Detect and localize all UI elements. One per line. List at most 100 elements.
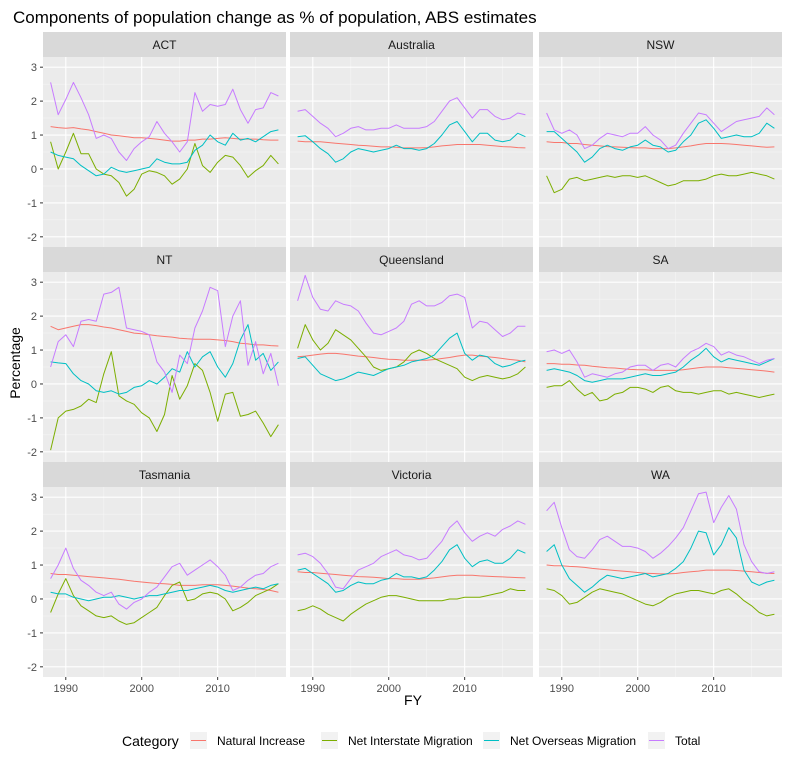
series-line-natural-increase-act (50, 126, 279, 142)
panel-australia: Australia (290, 32, 533, 247)
y-tick-label: -2 (27, 662, 37, 674)
strip-label-wa: WA (651, 468, 670, 482)
x-tick-label: 1990 (54, 683, 78, 695)
series-line-net-interstate-migration-wa (546, 588, 775, 617)
series-line-total-sa (546, 342, 775, 378)
series-line-net-overseas-migration-sa (546, 347, 775, 383)
strip-label-australia: Australia (388, 38, 435, 52)
legend-label: Natural Increase (217, 734, 305, 748)
strip-label-victoria: Victoria (392, 468, 432, 482)
strip-label-tasmania: Tasmania (139, 468, 191, 482)
series-line-natural-increase-nt (50, 324, 279, 347)
series-line-net-overseas-migration-tasmania (50, 583, 279, 602)
x-tick-label: 2010 (205, 683, 229, 695)
strip-wa (539, 462, 782, 487)
strip-label-queensland: Queensland (379, 253, 444, 267)
y-tick-label: 3 (31, 62, 37, 74)
series-line-natural-increase-australia (297, 140, 526, 149)
y-tick-label: 2 (31, 526, 37, 538)
series-line-natural-increase-nsw (546, 141, 775, 150)
series-line-net-interstate-migration-nsw (546, 171, 775, 194)
y-tick-label: -2 (27, 232, 37, 244)
series-line-net-overseas-migration-nsw (546, 119, 775, 163)
panel-wa: WA 1990 2000 2010 (539, 462, 782, 695)
series-line-total-nsw (546, 107, 775, 150)
legend-label: Net Interstate Migration (348, 734, 473, 748)
series-line-net-overseas-migration-wa (546, 527, 775, 593)
legend-entry-net-overseas-migration: Net Overseas Migration (483, 732, 636, 749)
strip-sa (539, 247, 782, 272)
y-tick-label: 2 (31, 96, 37, 108)
series-line-natural-increase-victoria (297, 571, 526, 580)
legend-title: Category (122, 733, 179, 749)
y-tick-label: 0 (31, 164, 37, 176)
strip-nt (43, 247, 286, 272)
panel-nsw: NSW (539, 32, 782, 247)
y-tick-label: 1 (31, 130, 37, 142)
series-line-total-nt (50, 286, 279, 393)
legend-entry-total: Total (648, 732, 700, 749)
y-tick-label: 0 (31, 594, 37, 606)
x-tick-label: 2000 (376, 683, 400, 695)
legend-label: Net Overseas Migration (510, 734, 636, 748)
x-tick-label: 2000 (129, 683, 153, 695)
legend-entry-net-interstate-migration: Net Interstate Migration (321, 732, 473, 749)
strip-victoria (290, 462, 533, 487)
series-line-total-act (50, 81, 279, 161)
panel-victoria: Victoria 1990 2000 2010 (290, 462, 533, 695)
series-line-net-interstate-migration-queensland (297, 324, 526, 382)
x-tick-label: 1990 (301, 683, 325, 695)
panel-nt: NT -2 -1 0 1 2 3 (27, 247, 286, 462)
strip-label-sa: SA (652, 253, 668, 267)
series-line-net-overseas-migration-australia (297, 121, 526, 163)
y-tick-label: 0 (31, 379, 37, 391)
x-tick-label: 1990 (550, 683, 574, 695)
strip-label-nsw: NSW (647, 38, 676, 52)
y-tick-label: 1 (31, 560, 37, 572)
legend-entry-natural-increase: Natural Increase (190, 732, 305, 749)
y-tick-label: -1 (27, 198, 37, 210)
series-line-total-australia (297, 97, 526, 138)
series-line-net-overseas-migration-queensland (297, 332, 526, 382)
series-line-natural-increase-sa (546, 363, 775, 373)
series-line-total-wa (546, 491, 775, 574)
series-line-net-overseas-migration-victoria (297, 544, 526, 593)
series-line-total-queensland (297, 274, 526, 337)
y-tick-label: -1 (27, 628, 37, 640)
y-tick-label: 3 (31, 492, 37, 504)
series-line-net-interstate-migration-victoria (297, 588, 526, 622)
strip-label-nt: NT (157, 253, 174, 267)
strip-act (43, 32, 286, 57)
x-axis-title: FY (404, 692, 423, 708)
x-tick-label: 2000 (625, 683, 649, 695)
panel-queensland: Queensland (290, 247, 533, 462)
series-line-total-tasmania (50, 547, 279, 610)
facet-panels: ACT -2 -1 0 1 2 3 Australia NSW NT -2 -1 0 1 2 3 Queensl… (27, 32, 782, 695)
panel-tasmania: Tasmania -2 -1 0 1 2 3 1990 2000 2010 (27, 462, 286, 695)
y-tick-label: 1 (31, 345, 37, 357)
panel-act: ACT -2 -1 0 1 2 3 (27, 32, 286, 247)
strip-nsw (539, 32, 782, 57)
series-line-total-victoria (297, 520, 526, 590)
chart-title: Components of population change as % of … (13, 8, 537, 27)
series-line-net-overseas-migration-act (50, 129, 279, 177)
legend-label: Total (675, 734, 700, 748)
y-tick-label: -2 (27, 447, 37, 459)
series-line-net-overseas-migration-nt (50, 324, 279, 395)
legend: Category Natural Increase Net Interstate … (122, 732, 700, 749)
series-line-net-interstate-migration-act (50, 132, 279, 197)
strip-queensland (290, 247, 533, 272)
x-tick-label: 2010 (701, 683, 725, 695)
y-tick-label: 3 (31, 277, 37, 289)
strip-australia (290, 32, 533, 57)
series-line-net-interstate-migration-tasmania (50, 578, 279, 625)
x-tick-label: 2010 (452, 683, 476, 695)
series-line-natural-increase-wa (546, 564, 775, 575)
y-tick-label: -1 (27, 413, 37, 425)
y-tick-label: 2 (31, 311, 37, 323)
series-line-net-interstate-migration-nt (50, 351, 279, 451)
series-line-net-interstate-migration-sa (546, 380, 775, 402)
panel-sa: SA (539, 247, 782, 462)
strip-label-act: ACT (153, 38, 178, 52)
